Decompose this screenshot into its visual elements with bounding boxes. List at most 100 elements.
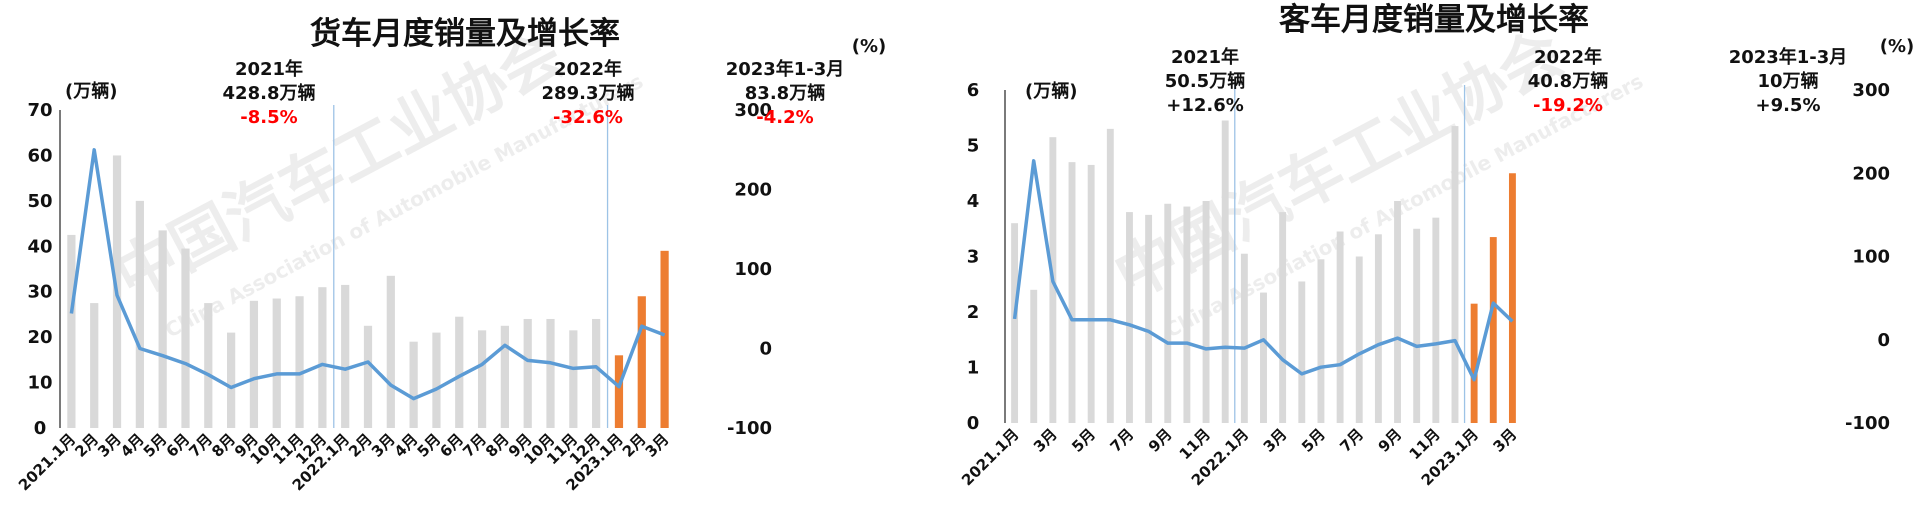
bus-left-unit: (万辆)	[1025, 80, 1077, 102]
truck-x-tick-label: 3月	[642, 430, 673, 461]
bus-left-tick-label: 1	[967, 358, 980, 379]
truck-annotation-change: -32.6%	[553, 107, 623, 128]
truck-left-tick-label: 30	[27, 282, 52, 303]
truck-annotation-text: 2021年	[235, 58, 303, 80]
bus-bar	[1068, 162, 1076, 423]
truck-growth-line	[69, 148, 666, 401]
bus-bar	[1260, 292, 1267, 423]
bus-left-tick-label: 0	[967, 413, 980, 434]
truck-bar	[318, 287, 327, 428]
truck-x-tick-label: 2021.1月	[15, 430, 79, 494]
truck-annotation-text: 289.3万辆	[542, 82, 635, 104]
truck-annotation-text: 2022年	[554, 58, 622, 80]
bus-annotation-text: 10万辆	[1757, 70, 1818, 92]
bus-x-tick-label: 3月	[1260, 425, 1291, 456]
bus-bar	[1106, 128, 1114, 423]
bus-x-tick-label: 7月	[1107, 425, 1138, 456]
bus-bar	[1240, 253, 1248, 423]
bus-bar	[1279, 212, 1287, 423]
bus-right-unit: (%)	[1880, 36, 1915, 57]
bus-bar	[1030, 289, 1038, 423]
truck-bar	[227, 332, 236, 428]
bus-right-tick-label: -100	[1845, 413, 1890, 434]
bus-bar	[1011, 223, 1019, 423]
bus-right-tick-label: 0	[1877, 330, 1890, 351]
bus-bar	[1087, 164, 1095, 424]
bus-right-tick-label: 300	[1852, 80, 1890, 101]
bus-bar	[1470, 303, 1478, 423]
truck-bar	[614, 355, 624, 428]
truck-left-tick-label: 20	[27, 327, 52, 348]
bus-x-tick-label: 3月	[1030, 425, 1061, 456]
truck-bar	[341, 284, 350, 428]
bus-bar	[1508, 173, 1516, 423]
bus-bar	[1374, 234, 1382, 423]
bus-left-tick-label: 3	[967, 247, 980, 268]
truck-bar	[660, 250, 669, 428]
truck-bar	[181, 248, 190, 428]
bus-annotation-text: 2023年1-3月	[1729, 46, 1848, 68]
bus-growth-line	[1012, 159, 1514, 382]
truck-right-tick-label: 300	[734, 100, 772, 121]
bus-x-tick-label: 9月	[1145, 425, 1176, 456]
bus-left-tick-label: 2	[967, 302, 980, 323]
truck-left-tick-label: 40	[27, 236, 52, 257]
truck-bar	[592, 318, 601, 428]
truck-annotation-text: 428.8万辆	[223, 82, 316, 104]
bus-left-tick-label: 5	[967, 136, 980, 157]
truck-bar	[500, 325, 509, 428]
bus-annotation-text: 2022年	[1534, 46, 1602, 68]
bus-annotation-change: -19.2%	[1533, 95, 1603, 116]
truck-bar	[386, 275, 395, 428]
truck-right-tick-label: -100	[727, 418, 772, 439]
bus-bar	[1298, 281, 1306, 423]
truck-bar	[477, 330, 487, 428]
bus-bar	[1489, 237, 1497, 423]
bus-right-tick-label: 100	[1852, 247, 1890, 268]
bus-x-tick-label: 2021.1月	[958, 425, 1022, 489]
truck-left-unit: (万辆)	[65, 80, 117, 102]
truck-bar	[90, 303, 99, 428]
truck-bar	[67, 234, 76, 428]
bus-annotation-text: 2021年	[1171, 46, 1239, 68]
truck-left-tick-label: 50	[27, 191, 52, 212]
truck-bar	[204, 303, 213, 428]
truck-annotation-change: -4.2%	[756, 107, 813, 128]
bus-bar	[1432, 217, 1440, 423]
bus-bar	[1394, 201, 1401, 423]
bus-bar	[1202, 201, 1210, 423]
truck-annotation-change: -8.5%	[240, 107, 297, 128]
bus-left-tick-label: 4	[967, 191, 980, 212]
truck-bar	[546, 318, 555, 428]
bus-bar	[1164, 203, 1172, 423]
truck-left-tick-label: 70	[27, 100, 52, 121]
bus-annotation-change: +9.5%	[1755, 95, 1820, 116]
truck-bar	[135, 200, 144, 428]
bus-bar	[1317, 259, 1325, 423]
truck-right-tick-label: 0	[759, 339, 772, 360]
truck-bar	[637, 296, 646, 428]
truck-bar	[249, 300, 259, 428]
bus-bar	[1145, 214, 1153, 423]
bus-x-tick-label: 3月	[1490, 425, 1521, 456]
truck-left-tick-label: 60	[27, 145, 52, 166]
bus-bar	[1355, 256, 1363, 423]
bus-chart-title: 客车月度销量及增长率	[1279, 2, 1589, 38]
bus-x-tick-label: 7月	[1336, 425, 1367, 456]
bus-annotation-text: 40.8万辆	[1528, 70, 1608, 92]
truck-bar	[295, 296, 304, 428]
truck-annotation-text: 2023年1-3月	[726, 58, 845, 80]
bus-bar	[1451, 126, 1459, 423]
truck-bar	[363, 325, 373, 428]
truck-bar	[569, 330, 578, 428]
bus-x-tick-label: 5月	[1068, 425, 1099, 456]
truck-left-tick-label: 10	[27, 373, 52, 394]
bus-x-tick-label: 5月	[1298, 425, 1329, 456]
bus-annotation-text: 50.5万辆	[1165, 70, 1245, 92]
truck-bar	[455, 316, 464, 428]
truck-bar	[272, 298, 281, 428]
truck-bar	[409, 341, 418, 428]
truck-annotation-text: 83.8万辆	[745, 82, 825, 104]
